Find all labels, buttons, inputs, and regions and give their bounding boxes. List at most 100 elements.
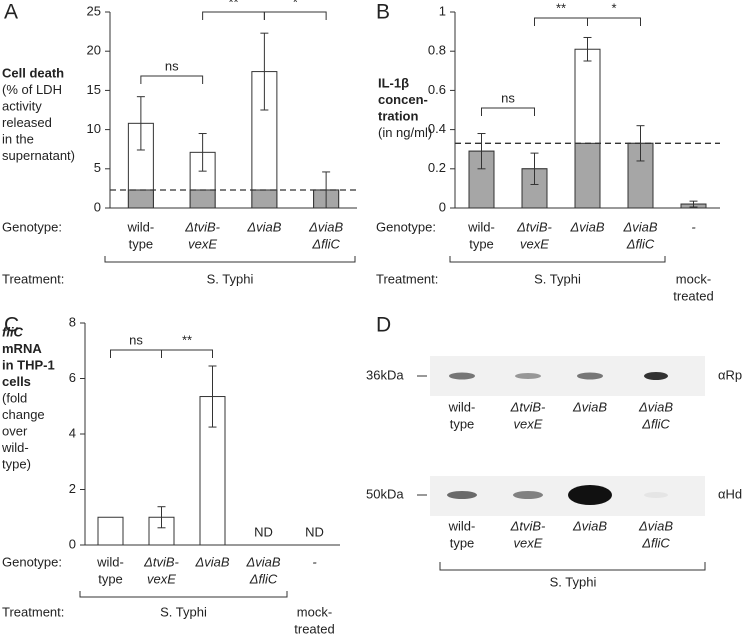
genotype-label: Genotype: bbox=[2, 219, 62, 234]
treatment-name: S. Typhi bbox=[207, 271, 254, 286]
lane-label: ΔtviB- bbox=[510, 518, 546, 533]
y-tick-label: 0.2 bbox=[428, 160, 446, 175]
baseline-fill bbox=[468, 150, 495, 209]
lane-label: wild- bbox=[448, 399, 476, 414]
blot-band bbox=[515, 373, 541, 379]
treatment-bracket bbox=[439, 562, 706, 571]
blot-band bbox=[447, 491, 477, 499]
y-axis-subtitle: activity bbox=[2, 98, 42, 113]
y-tick-label: 5 bbox=[94, 160, 101, 175]
significance-bracket bbox=[587, 17, 641, 26]
blot-band bbox=[568, 485, 612, 505]
blot-band bbox=[644, 372, 668, 380]
x-tick-label: wild- bbox=[96, 554, 124, 569]
lane-label: type bbox=[450, 416, 475, 431]
x-tick-label: ΔviaB bbox=[569, 219, 604, 234]
y-tick-label: 4 bbox=[69, 425, 76, 440]
y-axis-subtitle: in the bbox=[2, 131, 34, 146]
lane-label: ΔviaB bbox=[572, 399, 607, 414]
y-tick-label: 8 bbox=[69, 314, 76, 329]
y-tick-label: 20 bbox=[87, 43, 101, 58]
lane-label: ΔviaB bbox=[638, 518, 673, 533]
x-tick-label: vexE bbox=[520, 236, 549, 251]
significance-bracket bbox=[110, 349, 162, 358]
y-axis-title: cells bbox=[2, 374, 31, 389]
x-tick-label: vexE bbox=[188, 236, 217, 251]
significance-label: ** bbox=[556, 0, 566, 15]
significance-bracket bbox=[202, 11, 265, 20]
y-tick-label: 25 bbox=[87, 3, 101, 18]
y-tick-label: 0.4 bbox=[428, 121, 446, 136]
x-tick-label: ΔfliC bbox=[311, 236, 340, 251]
y-axis-title: tration bbox=[378, 108, 419, 123]
y-axis-subtitle: change bbox=[2, 407, 45, 422]
y-axis-subtitle: over bbox=[2, 423, 28, 438]
baseline-fill bbox=[189, 189, 216, 209]
y-tick-label: 0 bbox=[94, 199, 101, 214]
y-axis-title: in THP-1 bbox=[2, 357, 55, 372]
y-axis-subtitle: (% of LDH bbox=[2, 82, 62, 97]
y-tick-label: 15 bbox=[87, 82, 101, 97]
baseline-fill bbox=[574, 142, 601, 209]
y-axis-title: Cell death bbox=[2, 65, 64, 80]
x-tick-label: - bbox=[691, 219, 696, 234]
y-tick-label: 0.6 bbox=[428, 82, 446, 97]
panel-letter: C bbox=[4, 314, 19, 337]
x-tick-label: ΔtviB- bbox=[184, 219, 220, 234]
x-tick-label: vexE bbox=[147, 571, 176, 586]
blot-band bbox=[577, 372, 603, 380]
panel-letter: A bbox=[4, 1, 18, 24]
x-tick-label: ΔviaB bbox=[246, 219, 281, 234]
y-axis-title: fliC bbox=[2, 324, 24, 339]
antibody-label: αHd bbox=[718, 486, 742, 501]
x-tick-label: ΔtviB- bbox=[516, 219, 552, 234]
significance-label: ** bbox=[228, 0, 238, 9]
blot-band bbox=[449, 372, 475, 380]
control-label: treated bbox=[673, 288, 713, 303]
lane-label: type bbox=[450, 535, 475, 550]
blot-band bbox=[513, 491, 543, 499]
treatment-name: S. Typhi bbox=[550, 574, 597, 589]
treatment-bracket bbox=[104, 256, 356, 263]
lane-label: ΔfliC bbox=[641, 535, 670, 550]
baseline-fill bbox=[127, 189, 154, 209]
lane-label: ΔfliC bbox=[641, 416, 670, 431]
y-axis-title: IL-1β bbox=[378, 75, 409, 90]
value-label: ND bbox=[254, 524, 273, 539]
lane-label: vexE bbox=[514, 535, 543, 550]
x-tick-label: - bbox=[312, 554, 317, 569]
x-tick-label: ΔfliC bbox=[249, 571, 278, 586]
significance-bracket bbox=[481, 107, 535, 116]
treatment-bracket bbox=[449, 256, 666, 263]
y-tick-label: 0 bbox=[439, 199, 446, 214]
panel-letter: B bbox=[376, 1, 390, 24]
antibody-label: αRpoA bbox=[718, 367, 742, 382]
significance-label: ** bbox=[182, 332, 192, 347]
x-tick-label: ΔviaB bbox=[308, 219, 343, 234]
panel-letter: D bbox=[376, 314, 391, 337]
treatment-label: Treatment: bbox=[376, 271, 438, 286]
y-tick-label: 0.8 bbox=[428, 43, 446, 58]
x-tick-label: wild- bbox=[127, 219, 155, 234]
lane-label: ΔviaB bbox=[572, 518, 607, 533]
significance-bracket bbox=[140, 75, 204, 84]
x-tick-label: ΔviaB bbox=[622, 219, 657, 234]
y-tick-label: 1 bbox=[439, 3, 446, 18]
significance-bracket bbox=[161, 349, 213, 358]
y-tick-label: 2 bbox=[69, 481, 76, 496]
bar bbox=[97, 516, 124, 546]
treatment-label: Treatment: bbox=[2, 604, 64, 619]
treatment-bracket bbox=[79, 591, 288, 598]
significance-label: * bbox=[611, 0, 616, 15]
x-tick-label: ΔtviB- bbox=[143, 554, 179, 569]
treatment-label: Treatment: bbox=[2, 271, 64, 286]
significance-bracket bbox=[534, 17, 588, 26]
blot-band bbox=[644, 492, 668, 498]
x-tick-label: ΔfliC bbox=[626, 236, 655, 251]
y-axis-subtitle: supernatant) bbox=[2, 148, 75, 163]
significance-label: * bbox=[293, 0, 298, 9]
baseline-fill bbox=[251, 189, 278, 209]
genotype-label: Genotype: bbox=[376, 219, 436, 234]
treatment-name: S. Typhi bbox=[160, 604, 207, 619]
